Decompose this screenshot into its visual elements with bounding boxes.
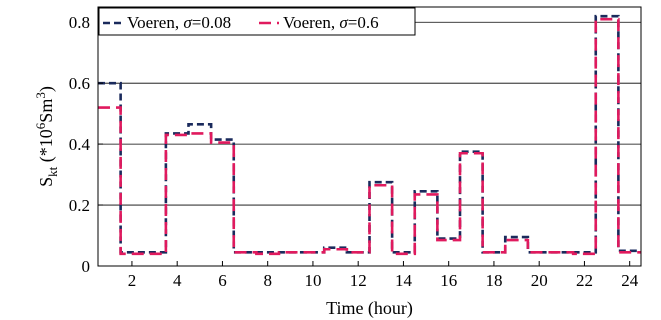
y-tick-label-4: 0.8: [69, 13, 90, 32]
x-tick-label-4: 10: [304, 271, 321, 290]
y-tick-label-0: 0: [82, 257, 91, 276]
y-tick-label-3: 0.6: [69, 74, 90, 93]
y-label-sub: kt: [45, 166, 60, 177]
y-label-sup1: 6: [33, 122, 48, 129]
y-label-sup2: 3: [33, 92, 48, 99]
y-axis-label: Skt (*106Sm3): [33, 86, 60, 187]
x-tick-label-10: 22: [576, 271, 593, 290]
legend: Voeren, σ=0.08 Voeren, σ=0.6: [98, 7, 416, 36]
y-tick-label-1: 0.2: [69, 196, 90, 215]
x-tick-label-3: 8: [263, 271, 272, 290]
y-tick-label-2: 0.4: [69, 135, 91, 154]
plot-series: [98, 14, 641, 256]
legend-label-series-1-symbol: σ: [183, 13, 192, 32]
x-tick-label-11: 24: [621, 271, 639, 290]
x-axis-label: Time (hour): [326, 298, 413, 319]
x-tick-label-8: 18: [485, 271, 502, 290]
legend-label-series-1-suffix: =0.08: [192, 13, 231, 32]
x-tick-label-2: 6: [218, 271, 227, 290]
legend-label-series-1-prefix: Voeren,: [127, 13, 183, 32]
y-label-mid: Sm: [36, 99, 56, 123]
legend-label-series-1: Voeren, σ=0.08: [127, 13, 231, 32]
legend-label-series-2: Voeren, σ=0.6: [283, 13, 379, 32]
x-tick-label-1: 4: [173, 271, 182, 290]
grid-lines: [98, 21, 641, 206]
axes: 00.20.40.60.82 4 6 8 10 12 14 16 18 20 22 24: [69, 13, 639, 290]
x-tick-label-7: 16: [440, 271, 457, 290]
y-label-main: S: [36, 177, 56, 187]
y-label-close: ): [36, 86, 57, 92]
series-2-line: [98, 17, 641, 256]
x-tick-label-9: 20: [531, 271, 548, 290]
legend-label-series-2-symbol: σ: [339, 13, 348, 32]
x-tick-label-0: 2: [128, 271, 137, 290]
legend-label-series-2-suffix: =0.6: [348, 13, 379, 32]
legend-label-series-2-prefix: Voeren,: [283, 13, 339, 32]
legend-box: [98, 7, 416, 36]
y-label-open: (*10: [36, 129, 57, 167]
x-tick-label-5: 12: [350, 271, 367, 290]
x-tick-label-6: 14: [395, 271, 413, 290]
series-2: [98, 17, 641, 256]
plot-frame: [97, 6, 642, 267]
